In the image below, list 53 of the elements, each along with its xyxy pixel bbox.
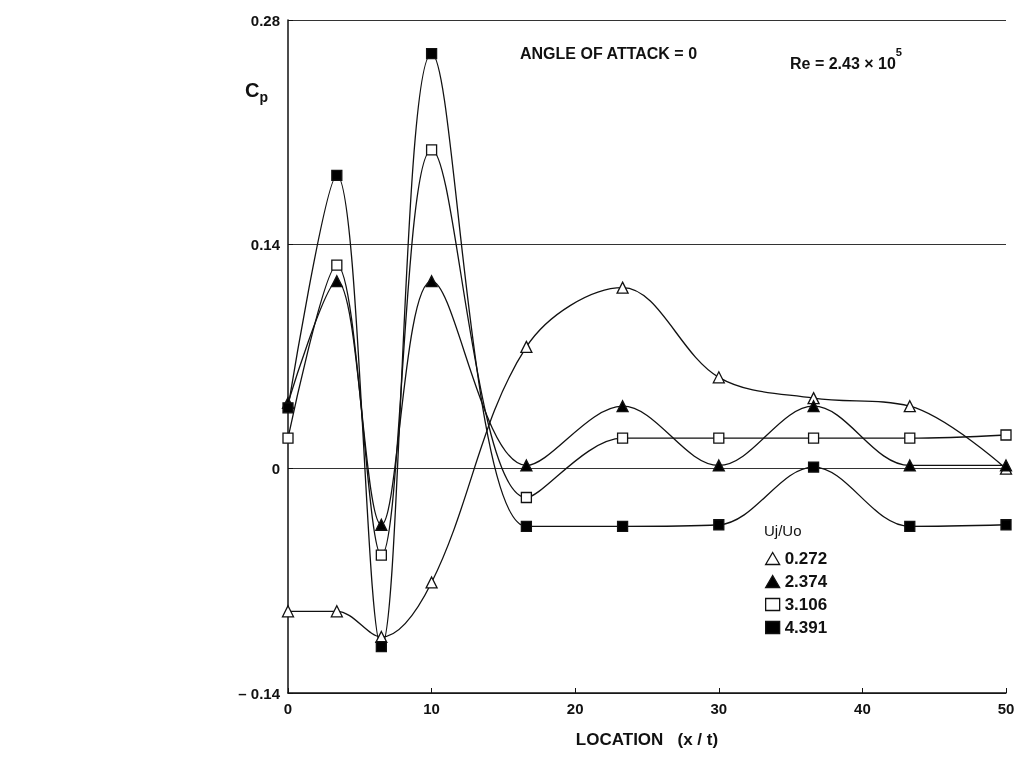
point — [904, 520, 916, 532]
x-tick-label: 0 — [283, 700, 293, 717]
x-tick-label: 10 — [423, 700, 440, 717]
point — [425, 275, 438, 288]
point — [330, 605, 343, 618]
point — [375, 518, 388, 531]
point — [807, 400, 820, 413]
point — [904, 432, 916, 444]
y-tick-label: – 0.14 — [238, 684, 281, 702]
point — [281, 605, 295, 618]
point — [616, 400, 629, 413]
point — [807, 432, 820, 444]
point — [616, 281, 629, 294]
point — [330, 275, 343, 288]
point — [425, 144, 438, 156]
y-tick-label: 0.28 — [250, 11, 280, 29]
x-axis-title: LOCATION (x / t) — [575, 730, 719, 749]
point — [282, 432, 294, 444]
point — [425, 48, 438, 60]
point — [375, 640, 387, 653]
point — [375, 549, 387, 561]
legend-title: Uj/Uo — [764, 522, 802, 539]
legend-label: 4.391 — [784, 618, 828, 637]
x-tick-label: 40 — [854, 700, 871, 717]
point — [712, 459, 725, 472]
y-tick-label: 0 — [271, 460, 280, 478]
point — [520, 459, 533, 472]
point — [713, 432, 725, 444]
point — [712, 371, 725, 384]
point — [807, 461, 820, 473]
point — [331, 259, 343, 271]
y-tick-label: 0.14 — [250, 235, 281, 253]
point — [520, 340, 533, 354]
legend-label: 3.106 — [784, 595, 828, 614]
point — [520, 491, 533, 504]
point — [331, 169, 343, 182]
x-tick-label: 20 — [566, 700, 584, 717]
legend-label: 0.272 — [784, 549, 828, 568]
legend-label: 2.374 — [784, 572, 828, 591]
point — [903, 459, 916, 472]
point — [713, 519, 725, 531]
annotation: ANGLE OF ATTACK = 0 — [520, 45, 698, 63]
annotation: Re = 2.43 × 105 — [790, 45, 903, 73]
point — [425, 576, 438, 589]
point — [1000, 429, 1012, 441]
point — [616, 432, 629, 444]
point — [282, 402, 294, 414]
point — [520, 520, 533, 532]
point — [1000, 519, 1012, 531]
point — [903, 400, 916, 413]
x-tick-label: 50 — [997, 700, 1015, 717]
x-tick-label: 30 — [710, 700, 728, 717]
point — [616, 520, 629, 532]
